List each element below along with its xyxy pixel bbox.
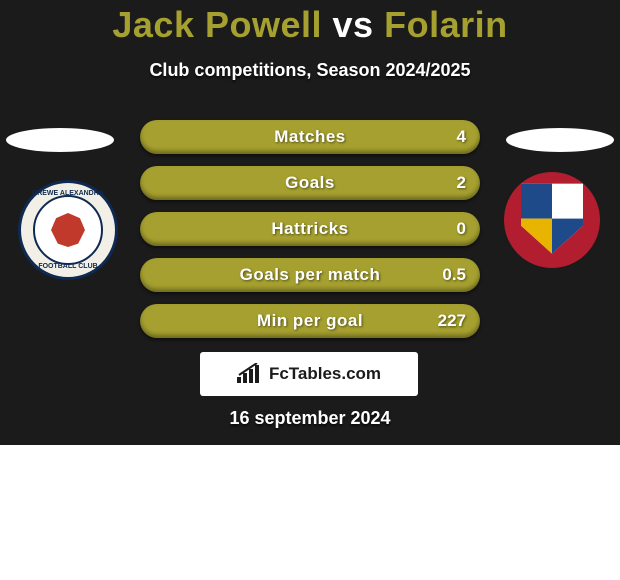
avatar-right-placeholder bbox=[506, 128, 614, 152]
crest-left-emblem bbox=[51, 213, 85, 247]
stat-label: Matches bbox=[274, 127, 346, 147]
stat-row-hattricks: Hattricks 0 bbox=[140, 212, 480, 246]
stat-right-value: 2 bbox=[457, 173, 466, 193]
crest-right bbox=[502, 170, 602, 270]
crest-left: CREWE ALEXANDRA FOOTBALL CLUB bbox=[18, 180, 118, 280]
stat-label: Goals bbox=[285, 173, 335, 193]
stat-label: Min per goal bbox=[257, 311, 363, 331]
crest-left-inner bbox=[33, 195, 103, 265]
shield-quadrant-1 bbox=[521, 184, 552, 219]
stat-row-min-per-goal: Min per goal 227 bbox=[140, 304, 480, 338]
stat-row-matches: Matches 4 bbox=[140, 120, 480, 154]
comparison-card: Jack Powell vs Folarin Club competitions… bbox=[0, 0, 620, 580]
brand-box: FcTables.com bbox=[200, 352, 418, 396]
avatar-left-placeholder bbox=[6, 128, 114, 152]
date: 16 september 2024 bbox=[0, 408, 620, 429]
bar-chart-icon bbox=[237, 363, 263, 385]
stat-label: Goals per match bbox=[240, 265, 381, 285]
brand-text: FcTables.com bbox=[269, 364, 381, 384]
crest-right-shield bbox=[521, 184, 583, 254]
stat-bars: Matches 4 Goals 2 Hattricks 0 Goals per … bbox=[140, 120, 480, 350]
title-vs: vs bbox=[333, 4, 374, 45]
title-player1: Jack Powell bbox=[112, 4, 322, 45]
crest-left-ring-top: CREWE ALEXANDRA bbox=[21, 190, 115, 197]
title: Jack Powell vs Folarin bbox=[0, 4, 620, 46]
stat-right-value: 4 bbox=[457, 127, 466, 147]
crest-left-ring-bottom: FOOTBALL CLUB bbox=[21, 263, 115, 270]
subtitle: Club competitions, Season 2024/2025 bbox=[0, 60, 620, 81]
shield-quadrant-3 bbox=[521, 219, 552, 254]
title-player2: Folarin bbox=[384, 4, 508, 45]
stat-right-value: 0.5 bbox=[442, 265, 466, 285]
stat-right-value: 0 bbox=[457, 219, 466, 239]
stat-row-goals: Goals 2 bbox=[140, 166, 480, 200]
shield-quadrant-4 bbox=[552, 219, 583, 254]
stat-row-goals-per-match: Goals per match 0.5 bbox=[140, 258, 480, 292]
shield-quadrant-2 bbox=[552, 184, 583, 219]
stat-label: Hattricks bbox=[271, 219, 348, 239]
stat-right-value: 227 bbox=[438, 311, 466, 331]
